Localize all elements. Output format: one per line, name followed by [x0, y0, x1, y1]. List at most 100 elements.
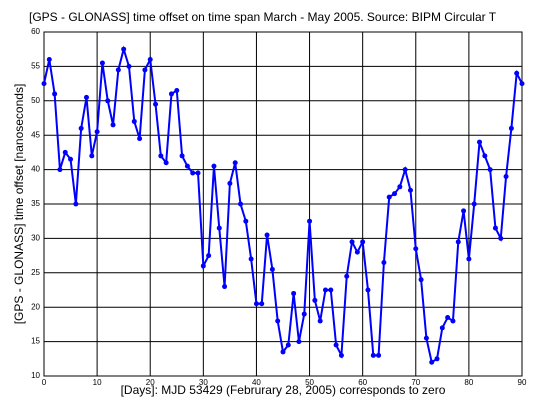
- data-point: [259, 301, 265, 307]
- data-point: [344, 273, 350, 279]
- data-point: [73, 201, 79, 207]
- data-point: [301, 311, 307, 317]
- data-point: [94, 129, 100, 135]
- data-point: [163, 160, 169, 166]
- data-point: [434, 356, 440, 362]
- data-point: [238, 201, 244, 207]
- data-point: [360, 239, 366, 245]
- data-point: [514, 70, 520, 76]
- data-point: [232, 160, 238, 166]
- data-point: [455, 239, 461, 245]
- data-point: [445, 315, 451, 321]
- x-tick-label: 70: [411, 378, 420, 387]
- data-point: [174, 87, 180, 93]
- data-point: [126, 63, 132, 69]
- data-point: [386, 194, 392, 200]
- data-point: [68, 156, 74, 162]
- data-point: [503, 173, 509, 179]
- data-point: [158, 153, 164, 159]
- data-point: [349, 239, 355, 245]
- x-axis-label: [Days]: MJD 53429 (Februrary 28, 2005) c…: [121, 383, 446, 397]
- x-tick-label: 0: [42, 378, 47, 387]
- data-point: [222, 284, 228, 290]
- x-tick-label: 20: [146, 378, 155, 387]
- data-point: [46, 57, 52, 63]
- data-point: [466, 256, 472, 262]
- data-point: [487, 167, 493, 173]
- x-tick-label: 30: [199, 378, 208, 387]
- data-point: [142, 67, 148, 73]
- data-point: [41, 81, 47, 87]
- data-point: [376, 352, 382, 358]
- y-tick-label: 60: [31, 27, 40, 36]
- data-point: [216, 225, 222, 231]
- x-tick-label: 80: [464, 378, 473, 387]
- data-point: [248, 256, 254, 262]
- data-point: [450, 318, 456, 324]
- data-point: [354, 249, 360, 255]
- data-point: [471, 201, 477, 207]
- y-tick-label: 40: [31, 165, 40, 174]
- data-point: [370, 352, 376, 358]
- data-point: [477, 139, 483, 145]
- data-point: [131, 118, 137, 124]
- data-point: [519, 81, 525, 87]
- data-point: [264, 232, 270, 238]
- data-point: [482, 153, 488, 159]
- x-tick-label: 50: [305, 378, 314, 387]
- data-point: [338, 352, 344, 358]
- data-point: [110, 122, 116, 128]
- data-point: [381, 259, 387, 265]
- data-point: [291, 290, 297, 296]
- data-point: [317, 318, 323, 324]
- data-point: [429, 359, 435, 365]
- y-tick-label: 35: [31, 199, 40, 208]
- data-point: [211, 163, 217, 169]
- data-point: [275, 318, 281, 324]
- data-point: [413, 246, 419, 252]
- data-point: [227, 180, 233, 186]
- data-point: [333, 342, 339, 348]
- data-point: [322, 287, 328, 293]
- y-axis-label: [GPS - GLONASS] time offset [nanoseconds…: [12, 84, 26, 325]
- y-tick-label: 20: [31, 302, 40, 311]
- data-point: [89, 153, 95, 159]
- data-point: [280, 349, 286, 355]
- data-point: [99, 60, 105, 66]
- x-tick-label: 10: [93, 378, 102, 387]
- chart-title: [GPS - GLONASS] time offset on time span…: [29, 10, 497, 24]
- data-point: [402, 167, 408, 173]
- data-point: [52, 91, 58, 97]
- data-point: [365, 287, 371, 293]
- x-tick-label: 60: [358, 378, 367, 387]
- data-point: [179, 153, 185, 159]
- x-tick-label: 90: [518, 378, 527, 387]
- data-point: [285, 342, 291, 348]
- data-point: [78, 125, 84, 131]
- data-point: [397, 184, 403, 190]
- data-point: [115, 67, 121, 73]
- data-point: [153, 101, 159, 107]
- data-point: [105, 98, 111, 104]
- data-point: [407, 187, 413, 193]
- y-tick-label: 50: [31, 96, 40, 105]
- y-tick-label: 15: [31, 337, 40, 346]
- data-point: [312, 297, 318, 303]
- data-point: [168, 91, 174, 97]
- data-point: [392, 191, 398, 197]
- data-point: [121, 46, 127, 52]
- data-point: [62, 149, 68, 155]
- y-tick-label: 10: [31, 371, 40, 380]
- data-point: [195, 170, 201, 176]
- data-point: [83, 94, 89, 100]
- y-tick-label: 25: [31, 268, 40, 277]
- data-point: [253, 301, 259, 307]
- data-point: [243, 218, 249, 224]
- y-tick-label: 30: [31, 234, 40, 243]
- y-tick-label: 55: [31, 62, 40, 71]
- data-point: [269, 266, 275, 272]
- data-point: [439, 325, 445, 331]
- data-point: [190, 170, 196, 176]
- data-point: [137, 136, 143, 142]
